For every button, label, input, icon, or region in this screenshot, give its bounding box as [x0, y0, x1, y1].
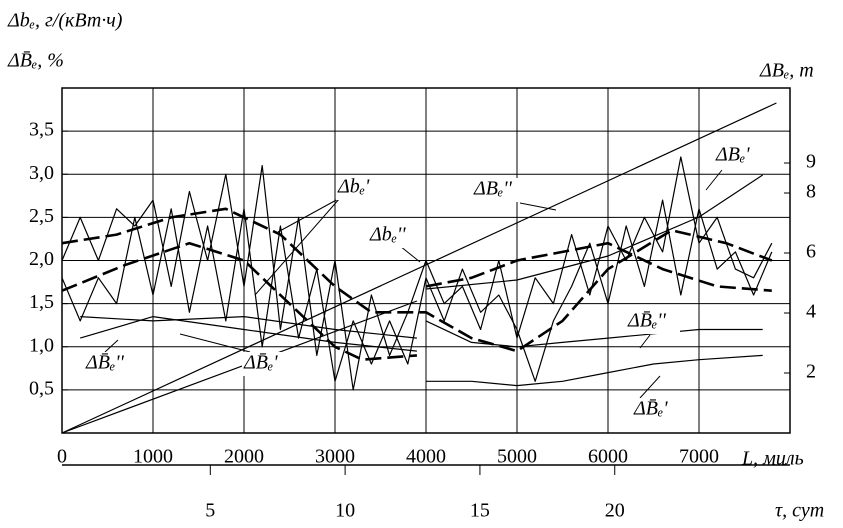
series-label: ΔBₑ'': [473, 178, 512, 200]
series-line: [61, 174, 764, 434]
y2-tick-label: 4: [806, 301, 816, 323]
y-tick-label: 2,0: [29, 248, 54, 270]
leader-line: [104, 339, 119, 353]
leader-line: [639, 334, 651, 349]
x2-tick-label: 20: [605, 500, 625, 522]
label-bg: [632, 398, 686, 422]
leader-line: [639, 375, 661, 399]
label-bg: [336, 176, 390, 200]
series-line: [61, 207, 773, 353]
label-bg: [714, 144, 768, 168]
x-tick-label: 2000: [224, 446, 264, 468]
y2-axis-title: ΔBₑ, т: [759, 60, 814, 82]
y-tick-label: 3,0: [29, 162, 54, 184]
series-line: [80, 316, 763, 387]
series-line: [61, 156, 773, 391]
series-label: Δbₑ': [337, 176, 370, 198]
y2-tick-label: 6: [806, 241, 816, 263]
leader-line: [399, 245, 421, 263]
y2-tick-label: 8: [806, 181, 816, 203]
y-axis-title-2: ΔB̄ₑ, %: [7, 50, 64, 72]
label-bg: [84, 352, 138, 376]
x-tick-label: 6000: [588, 446, 628, 468]
leader-line: [277, 197, 341, 233]
x2-tick-label: 10: [335, 500, 355, 522]
series-label: Δbₑ'': [369, 224, 406, 246]
series-label: ΔB̄ₑ'': [627, 310, 666, 332]
leader-line: [254, 197, 341, 296]
label-bg: [626, 310, 680, 334]
leader-line: [705, 169, 723, 191]
series-line: [61, 102, 777, 434]
y-tick-label: 3,5: [29, 119, 54, 141]
series-label: ΔB̄ₑ'': [85, 352, 124, 374]
label-bg: [368, 224, 422, 248]
x2-tick-label: 15: [470, 500, 490, 522]
series-line: [80, 316, 763, 352]
leader-line: [179, 333, 251, 353]
y-tick-label: 1,5: [29, 291, 54, 313]
x-tick-label: 1000: [133, 446, 173, 468]
x-axis-title: L, миль: [741, 448, 804, 470]
series-line: [61, 199, 773, 382]
x2-tick-label: 5: [205, 500, 215, 522]
series-label: ΔBₑ': [715, 144, 750, 166]
x-tick-label: 0: [57, 446, 67, 468]
x-tick-label: 4000: [406, 446, 446, 468]
label-bg: [242, 352, 296, 376]
x-tick-label: 7000: [679, 446, 719, 468]
x2-axis-title: τ, сут: [775, 500, 824, 522]
series-label: ΔB̄ₑ': [243, 352, 278, 374]
y-tick-label: 1,0: [29, 334, 54, 356]
series-label: ΔB̄ₑ': [633, 398, 668, 420]
y2-tick-label: 9: [806, 151, 816, 173]
leader-line: [519, 202, 557, 211]
y-tick-label: 0,5: [29, 377, 54, 399]
y-tick-label: 2,5: [29, 205, 54, 227]
y-axis-title: Δbₑ, г/(кВт·ч): [7, 10, 123, 32]
x-tick-label: 5000: [497, 446, 537, 468]
y2-tick-label: 2: [806, 361, 816, 383]
label-bg: [472, 178, 526, 202]
x-tick-label: 3000: [315, 446, 355, 468]
